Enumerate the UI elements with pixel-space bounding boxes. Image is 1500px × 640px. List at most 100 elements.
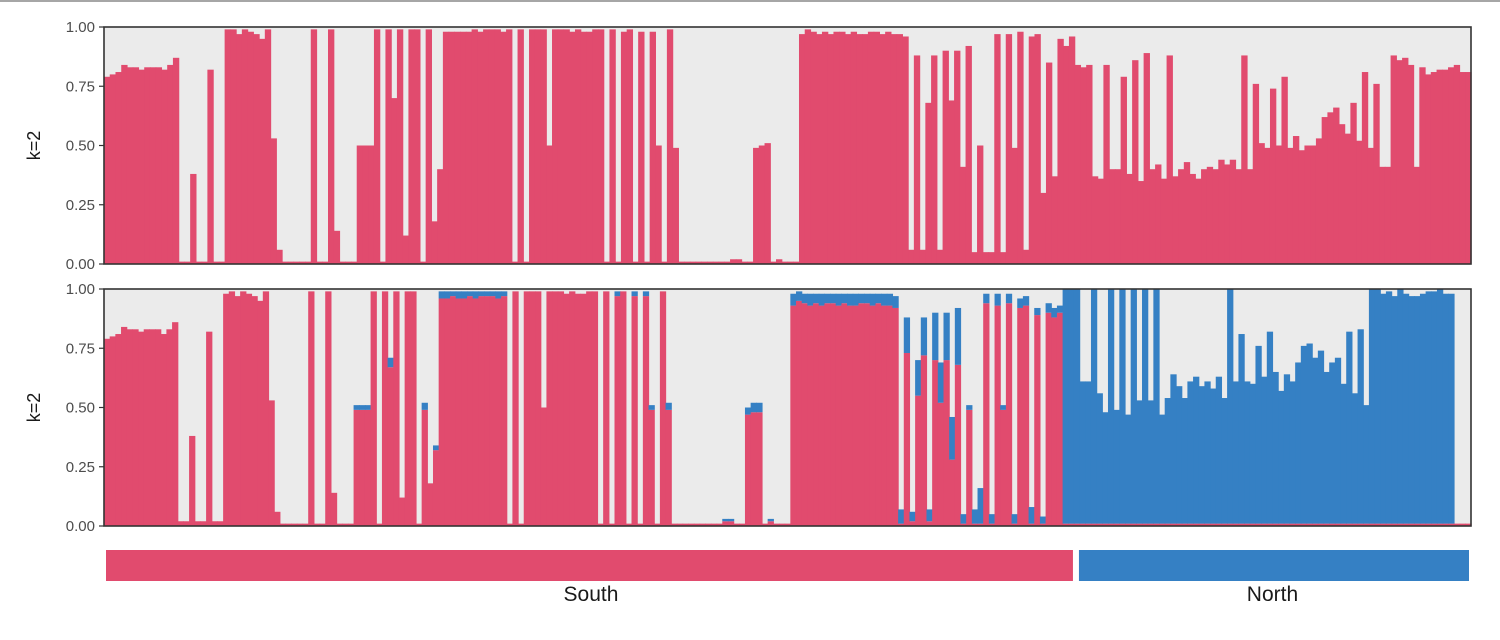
bar-segment-1 (1040, 192, 1047, 264)
bar-segment-2 (1142, 289, 1149, 524)
bar-segment-1 (671, 523, 678, 526)
bar-segment-1 (313, 523, 321, 526)
bar-segment-1 (161, 69, 168, 264)
bar-segment-1 (431, 221, 438, 264)
bar-segment-1 (217, 521, 224, 526)
bar-segment-1 (787, 261, 794, 264)
bar-segment-1 (977, 523, 984, 526)
bar-segment-2 (1153, 289, 1160, 524)
bar-segment-1 (1295, 523, 1302, 526)
bar-segment-2 (1312, 357, 1319, 524)
bar-segment-1 (1249, 523, 1257, 526)
bar-segment-2 (1385, 291, 1393, 524)
bar-segment-1 (310, 29, 318, 265)
bar-segment-2 (1204, 381, 1211, 524)
bar-segment-1 (931, 55, 938, 264)
bar-segment-1 (661, 261, 668, 264)
bar-segment-1 (1283, 523, 1291, 526)
bar-segment-1 (580, 31, 588, 264)
bar-segment-1 (1264, 147, 1271, 264)
bar-segment-2 (1289, 381, 1296, 524)
bar-segment-2 (1102, 412, 1109, 524)
bar-segment-1 (1300, 523, 1308, 526)
bar-segment-1 (597, 29, 605, 265)
bar-segment-1 (770, 261, 777, 264)
bar-segment-1 (483, 29, 490, 265)
bar-segment-2 (614, 291, 621, 297)
bar-segment-1 (1063, 45, 1070, 265)
bar-segment-2 (744, 407, 752, 415)
bar-segment-1 (1178, 169, 1185, 264)
y-tick-label: 0.75 (66, 78, 95, 95)
bar-segment-1 (1266, 523, 1274, 526)
bar-segment-1 (448, 31, 455, 264)
bar-segment-1 (1402, 523, 1410, 526)
bar-segment-1 (847, 305, 854, 526)
bar-segment-1 (138, 331, 145, 526)
bar-segment-1 (1459, 72, 1466, 264)
bar-segment-1 (1385, 523, 1393, 526)
bar-segment-1 (676, 523, 684, 526)
bar-segment-1 (1183, 162, 1191, 264)
bar-segment-1 (1074, 64, 1082, 264)
bar-segment-2 (977, 488, 984, 524)
bar-segment-1 (1363, 523, 1370, 526)
bar-segment-1 (1241, 55, 1248, 264)
bar-segment-1 (1356, 140, 1363, 264)
bar-segment-1 (1137, 181, 1145, 264)
bar-segment-2 (1414, 296, 1421, 524)
y-tick-label: 0.00 (66, 518, 95, 535)
bar-segment-1 (682, 523, 689, 526)
bar-segment-1 (1368, 523, 1376, 526)
bar-segment-1 (730, 259, 737, 264)
bar-segment-1 (379, 261, 387, 264)
bar-segment-1 (1425, 523, 1432, 526)
bar-segment-1 (1120, 76, 1127, 265)
group-band-north (1078, 550, 1469, 581)
bar-segment-1 (1068, 36, 1076, 265)
bar-segment-1 (1442, 523, 1449, 526)
bar-segment-1 (477, 31, 484, 264)
bar-segment-1 (971, 523, 979, 526)
bar-segment-2 (1249, 383, 1257, 524)
bar-segment-1 (790, 305, 797, 526)
bar-segment-1 (257, 300, 264, 526)
bar-segment-1 (1442, 69, 1449, 264)
bar-segment-1 (830, 303, 837, 526)
bar-segment-2 (1436, 289, 1444, 524)
bar-segment-2 (1323, 371, 1330, 524)
bar-segment-1 (615, 261, 622, 264)
bar-segment-2 (1380, 293, 1387, 524)
bar-segment-1 (614, 296, 621, 526)
bar-segment-1 (1414, 523, 1421, 526)
bar-segment-1 (983, 303, 990, 526)
bar-segment-1 (517, 29, 524, 265)
bar-segment-1 (693, 523, 701, 526)
bar-segment-2 (994, 293, 1001, 306)
bar-segment-1 (1315, 138, 1323, 264)
bar-segment-1 (1340, 523, 1347, 526)
bar-segment-1 (385, 29, 392, 265)
bar-segment-1 (1159, 523, 1166, 526)
bar-segment-1 (132, 329, 139, 526)
bar-segment-1 (1430, 72, 1438, 264)
bar-segment-1 (896, 34, 903, 264)
bar-segment-1 (655, 145, 662, 264)
bar-segment-2 (1068, 289, 1075, 524)
bar-segment-1 (672, 147, 679, 264)
bar-segment-2 (915, 360, 922, 396)
bar-segment-1 (1176, 523, 1183, 526)
bar-segment-2 (1278, 390, 1285, 524)
bar-segment-1 (132, 67, 140, 264)
bar-segment-2 (501, 291, 508, 297)
bar-segment-1 (1391, 523, 1398, 526)
bar-segment-1 (833, 31, 840, 264)
bar-segment-1 (1261, 523, 1268, 526)
bar-segment-1 (1310, 145, 1317, 264)
bar-segment-1 (296, 523, 304, 526)
bar-segment-2 (489, 291, 496, 297)
bar-segment-2 (1181, 398, 1188, 524)
bar-segment-1 (1224, 164, 1231, 264)
bar-segment-1 (143, 329, 150, 526)
bar-segment-1 (654, 523, 661, 526)
